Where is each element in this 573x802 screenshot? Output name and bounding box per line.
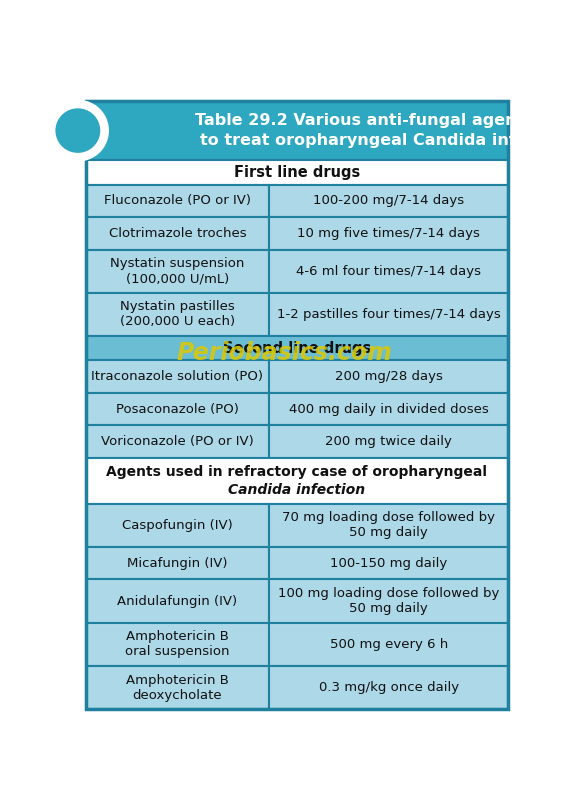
Text: Nystatin suspension
(100,000 U/mL): Nystatin suspension (100,000 U/mL) [110,257,245,286]
Bar [269,393,508,425]
Text: 400 mg daily in divided doses: 400 mg daily in divided doses [289,403,489,415]
Bar [85,101,508,160]
Text: to treat oropharyngeal Candida infection.: to treat oropharyngeal Candida infection… [199,133,573,148]
Text: Fluconazole (PO or IV): Fluconazole (PO or IV) [104,194,251,208]
Text: 200 mg twice daily: 200 mg twice daily [325,435,452,448]
Bar [85,666,269,709]
Bar [85,336,508,360]
Polygon shape [56,108,100,153]
Bar [269,360,508,393]
Text: First line drugs: First line drugs [234,165,360,180]
Bar [85,425,269,458]
Bar [85,293,269,336]
Bar [269,425,508,458]
Bar [85,393,269,425]
Text: 100 mg loading dose followed by
50 mg daily: 100 mg loading dose followed by 50 mg da… [278,587,499,615]
Bar [85,184,269,217]
Bar [85,217,269,249]
Text: Amphotericin B
deoxycholate: Amphotericin B deoxycholate [126,674,229,702]
Text: Amphotericin B
oral suspension: Amphotericin B oral suspension [125,630,230,658]
Bar [269,293,508,336]
Text: Clotrimazole troches: Clotrimazole troches [109,227,246,240]
Text: 10 mg five times/7-14 days: 10 mg five times/7-14 days [297,227,480,240]
Bar [85,579,269,622]
Bar [269,217,508,249]
Text: Nystatin pastilles
(200,000 U each): Nystatin pastilles (200,000 U each) [120,301,235,329]
Text: Caspofungin (IV): Caspofungin (IV) [122,519,233,532]
Text: Agents used in refractory case of oropharyngeal: Agents used in refractory case of oropha… [106,464,487,479]
Bar [269,547,508,579]
Polygon shape [46,99,109,161]
Bar [269,184,508,217]
Text: Micafungin (IV): Micafungin (IV) [127,557,227,569]
Bar [85,101,508,160]
Text: 70 mg loading dose followed by
50 mg daily: 70 mg loading dose followed by 50 mg dai… [282,512,495,539]
Text: Anidulafungin (IV): Anidulafungin (IV) [117,594,237,608]
Bar [85,160,508,184]
Bar [85,504,269,547]
Bar [85,622,269,666]
Bar [269,666,508,709]
Bar [269,579,508,622]
Text: 100-200 mg/7-14 days: 100-200 mg/7-14 days [313,194,464,208]
Bar [85,360,269,393]
Text: Periobasics.com: Periobasics.com [177,341,393,365]
Bar [85,249,269,293]
Text: 0.3 mg/kg once daily: 0.3 mg/kg once daily [319,681,459,694]
Bar [269,622,508,666]
Text: Posaconazole (PO): Posaconazole (PO) [116,403,239,415]
Text: Second line drugs: Second line drugs [223,341,371,356]
Text: Candida infection: Candida infection [228,483,366,497]
Text: 100-150 mg daily: 100-150 mg daily [330,557,448,569]
Text: 1-2 pastilles four times/7-14 days: 1-2 pastilles four times/7-14 days [277,308,500,321]
Text: Table 29.2 Various anti-fungal agents used: Table 29.2 Various anti-fungal agents us… [195,113,573,128]
Text: Itraconazole solution (PO): Itraconazole solution (PO) [92,370,264,383]
Bar [269,504,508,547]
Text: 500 mg every 6 h: 500 mg every 6 h [329,638,448,650]
Bar [85,458,508,504]
Bar [269,249,508,293]
Text: Voriconazole (PO or IV): Voriconazole (PO or IV) [101,435,254,448]
Text: 4-6 ml four times/7-14 days: 4-6 ml four times/7-14 days [296,265,481,277]
Text: 200 mg/28 days: 200 mg/28 days [335,370,442,383]
Bar [85,547,269,579]
